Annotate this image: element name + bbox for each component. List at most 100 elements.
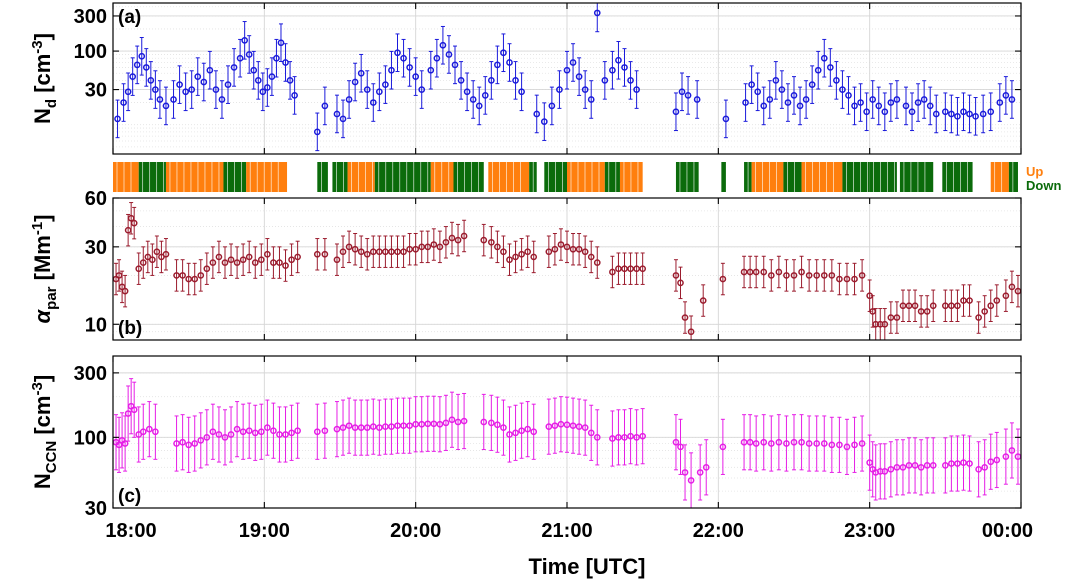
y-axis-label: NCCN [cm-3] <box>29 375 60 489</box>
data-point <box>677 279 684 287</box>
data-point <box>587 429 595 437</box>
direction-segment-down <box>1008 162 1018 192</box>
data-point <box>436 420 444 428</box>
direction-segment-down <box>138 162 166 192</box>
data-point <box>887 99 895 106</box>
data-point <box>369 423 377 431</box>
data-point <box>893 463 901 471</box>
y-axis-label-part: -3 <box>29 40 46 53</box>
data-point <box>448 416 456 424</box>
data-point <box>881 468 889 475</box>
data-point <box>239 256 247 264</box>
data-point <box>212 86 220 93</box>
data-point <box>206 66 214 74</box>
panel-label: (c) <box>118 486 141 507</box>
data-point <box>929 462 937 469</box>
y-tick-label: 30 <box>85 498 107 520</box>
data-point <box>954 460 961 467</box>
data-point <box>451 61 459 69</box>
y-tick-label: 100 <box>74 427 107 449</box>
data-point <box>394 248 401 256</box>
data-point <box>975 465 982 473</box>
data-point <box>460 417 468 425</box>
data-point <box>869 308 877 315</box>
data-point <box>313 428 321 436</box>
data-point <box>627 432 634 440</box>
data-point <box>875 102 883 110</box>
y-axis-label-part: N <box>30 108 55 124</box>
data-point <box>1002 292 1010 300</box>
data-point <box>221 259 229 266</box>
data-point <box>545 248 553 256</box>
data-point <box>264 250 271 258</box>
data-point <box>506 256 513 264</box>
data-point <box>291 92 298 99</box>
data-point <box>893 314 901 321</box>
data-point <box>412 245 420 253</box>
data-point <box>176 81 183 89</box>
data-point <box>805 440 813 447</box>
panel-3: 30 100 300 (c) NCCN [cm-3] <box>29 355 1022 520</box>
data-point <box>345 96 353 103</box>
data-point <box>221 433 229 441</box>
data-point <box>820 272 828 279</box>
legend-up: Up <box>1026 164 1043 179</box>
data-point <box>672 438 680 446</box>
data-point <box>778 86 786 93</box>
data-point <box>932 110 940 118</box>
data-point <box>152 86 159 93</box>
data-point <box>382 248 389 256</box>
y-axis-label-part: [Mm <box>30 235 55 286</box>
data-point <box>820 54 828 62</box>
data-point <box>719 275 727 283</box>
data-point <box>388 66 395 74</box>
direction-segment-down <box>374 162 431 192</box>
data-point <box>388 423 395 431</box>
direction-segment-down <box>899 162 934 192</box>
data-point <box>135 265 143 273</box>
data-point <box>1008 96 1016 103</box>
data-point <box>382 81 389 89</box>
data-point <box>790 92 798 99</box>
data-point <box>639 265 647 273</box>
data-point <box>363 424 371 431</box>
data-point <box>233 425 241 433</box>
data-point <box>593 433 601 441</box>
data-point <box>805 272 813 279</box>
data-point <box>828 441 836 449</box>
x-tick-label: 23:00 <box>844 520 895 542</box>
data-point <box>241 36 249 44</box>
y-axis-label-part: d <box>43 99 60 108</box>
data-point <box>345 243 353 251</box>
data-point <box>752 268 760 276</box>
data-point <box>487 419 495 427</box>
data-point <box>512 429 519 437</box>
data-point <box>115 272 123 279</box>
data-point <box>621 64 628 71</box>
data-point <box>569 245 577 253</box>
data-point <box>475 102 483 110</box>
data-point <box>162 250 170 258</box>
data-point <box>687 328 695 336</box>
data-point <box>487 77 495 84</box>
data-point <box>866 292 874 300</box>
data-point <box>917 308 925 315</box>
data-point <box>587 253 595 261</box>
data-point <box>575 245 583 253</box>
data-point <box>424 243 432 251</box>
data-point <box>858 272 866 279</box>
data-point <box>124 410 132 417</box>
data-point <box>454 236 462 244</box>
data-point <box>194 73 202 80</box>
data-point <box>621 265 628 273</box>
data-point <box>230 64 238 71</box>
data-point <box>808 81 816 89</box>
data-point <box>863 108 870 116</box>
data-point <box>911 302 919 310</box>
data-point <box>357 248 365 256</box>
data-point <box>139 428 147 436</box>
data-point <box>500 49 507 57</box>
data-point <box>294 253 301 261</box>
data-point <box>775 438 783 446</box>
data-point <box>162 102 170 110</box>
